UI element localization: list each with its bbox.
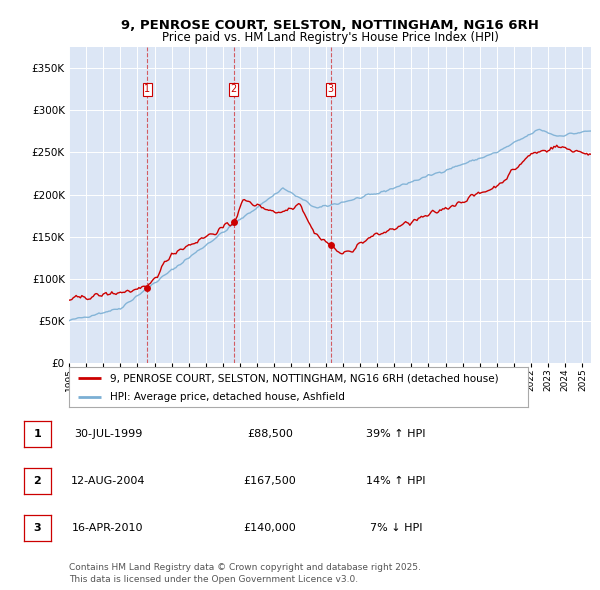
Text: 3: 3: [34, 523, 41, 533]
Text: 2: 2: [34, 476, 41, 486]
Text: Contains HM Land Registry data © Crown copyright and database right 2025.
This d: Contains HM Land Registry data © Crown c…: [69, 563, 421, 584]
Text: 1: 1: [145, 84, 151, 94]
Text: 1: 1: [34, 429, 41, 438]
Text: 30-JUL-1999: 30-JUL-1999: [74, 429, 142, 438]
Text: 14% ↑ HPI: 14% ↑ HPI: [366, 476, 426, 486]
Text: £167,500: £167,500: [244, 476, 296, 486]
Text: £88,500: £88,500: [247, 429, 293, 438]
Text: 39% ↑ HPI: 39% ↑ HPI: [366, 429, 426, 438]
Text: 16-APR-2010: 16-APR-2010: [72, 523, 144, 533]
Text: 3: 3: [328, 84, 334, 94]
Text: 9, PENROSE COURT, SELSTON, NOTTINGHAM, NG16 6RH (detached house): 9, PENROSE COURT, SELSTON, NOTTINGHAM, N…: [110, 373, 499, 384]
Text: 2: 2: [230, 84, 237, 94]
Text: 9, PENROSE COURT, SELSTON, NOTTINGHAM, NG16 6RH: 9, PENROSE COURT, SELSTON, NOTTINGHAM, N…: [121, 19, 539, 32]
Text: 12-AUG-2004: 12-AUG-2004: [71, 476, 145, 486]
Text: Price paid vs. HM Land Registry's House Price Index (HPI): Price paid vs. HM Land Registry's House …: [161, 31, 499, 44]
Text: 7% ↓ HPI: 7% ↓ HPI: [370, 523, 422, 533]
Text: £140,000: £140,000: [244, 523, 296, 533]
Text: HPI: Average price, detached house, Ashfield: HPI: Average price, detached house, Ashf…: [110, 392, 345, 402]
